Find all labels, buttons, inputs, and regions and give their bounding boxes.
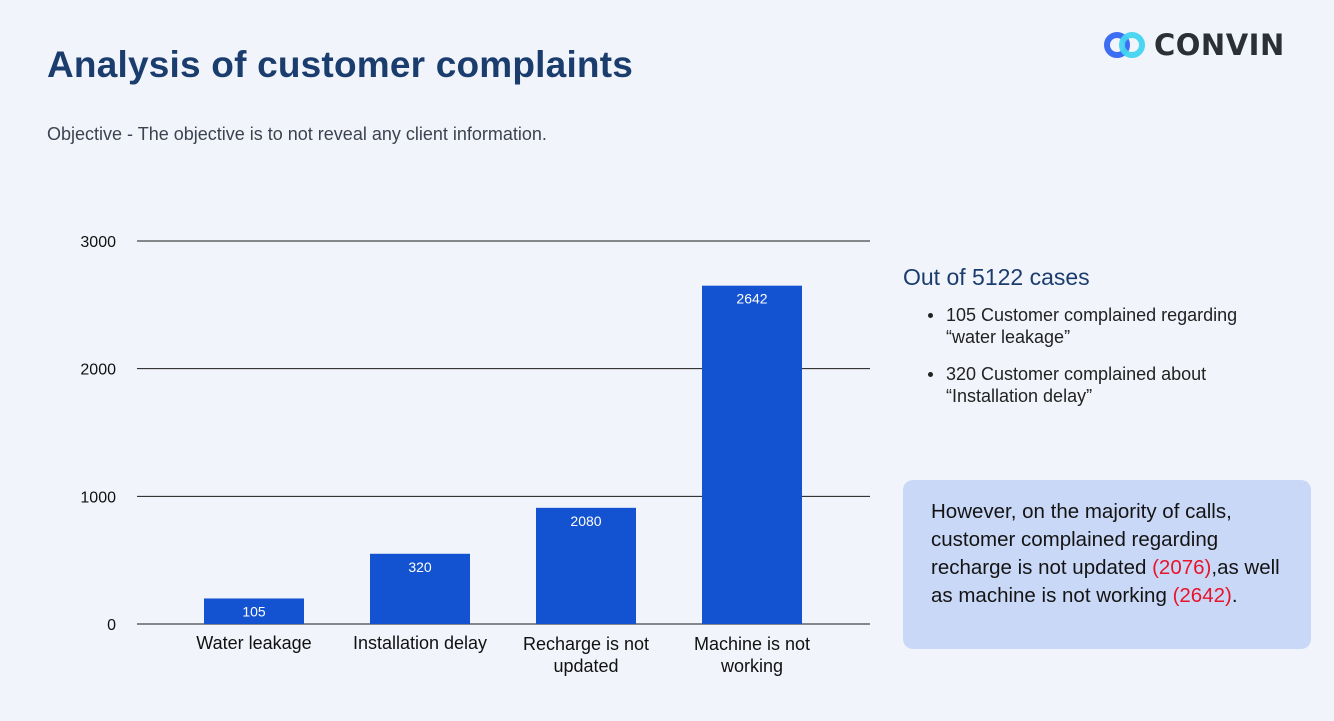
convin-logo-icon — [1104, 32, 1145, 58]
complaints-bar-chart: 0 1000 2000 3000 105 Water leakage 320 Installa… — [80, 234, 870, 676]
y-tick-label: 1000 — [80, 489, 116, 506]
page-title: Analysis of customer complaints — [47, 44, 634, 85]
callout-highlight-machine: (2642) — [1172, 584, 1232, 607]
callout-highlight-recharge: (2076) — [1152, 556, 1212, 579]
callout-text-1: However, on the majority of calls, custo… — [931, 500, 1232, 579]
bar-value-label: 2642 — [736, 291, 767, 307]
x-category-label: working — [720, 656, 783, 676]
bar — [702, 285, 802, 624]
convin-logo-text: CONVIN — [1154, 28, 1285, 62]
callout-text-2: ,as well as machine is not working — [931, 556, 1280, 607]
x-category-label: Water leakage — [196, 633, 311, 653]
bar — [536, 507, 636, 624]
x-category-label: Recharge is not — [523, 634, 649, 654]
x-category-label: Machine is not — [694, 634, 810, 654]
summary-heading: Out of 5122 cases — [903, 264, 1090, 290]
y-tick-label: 0 — [107, 617, 116, 634]
callout-text-3: . — [1231, 584, 1238, 607]
bar — [204, 598, 304, 624]
bar — [370, 553, 470, 624]
bar-value-label: 105 — [242, 603, 266, 619]
y-tick-label: 2000 — [80, 362, 116, 379]
page-subtitle: Objective - The objective is to not reve… — [47, 124, 547, 144]
bar-value-label: 320 — [408, 559, 432, 575]
callout-box: However, on the majority of calls, custo… — [903, 480, 1311, 649]
convin-logo: CONVIN — [1104, 28, 1285, 62]
bar-value-label: 2080 — [570, 513, 601, 529]
summary-item-water-leakage: 105 Customer complained regarding “water… — [927, 304, 1287, 348]
x-category-label: Installation delay — [353, 633, 487, 653]
summary-list: 105 Customer complained regarding “water… — [927, 304, 1287, 422]
y-tick-label: 3000 — [80, 234, 116, 251]
x-category-label: updated — [553, 656, 618, 676]
summary-item-installation-delay: 320 Customer complained about “Installat… — [927, 363, 1287, 407]
